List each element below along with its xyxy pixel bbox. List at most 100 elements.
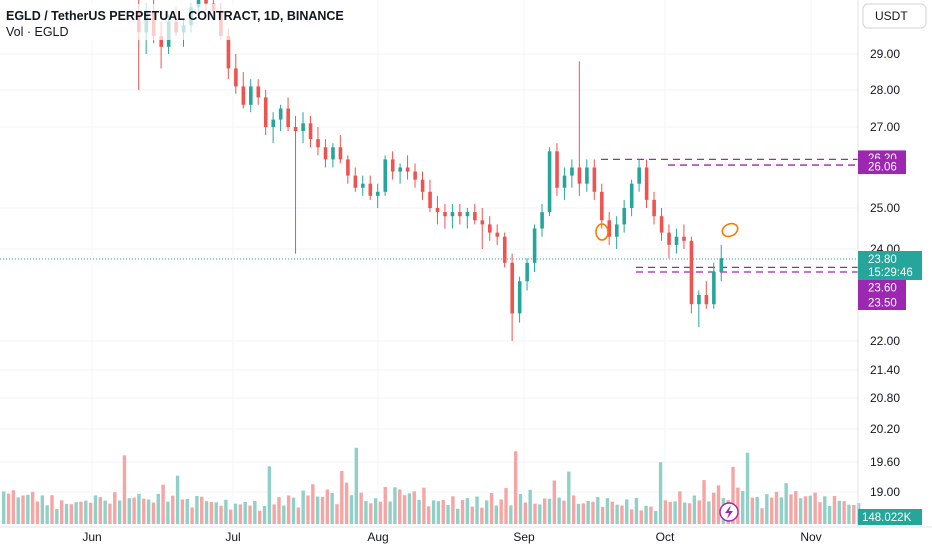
volume-bar bbox=[499, 499, 503, 524]
volume-bar bbox=[513, 451, 518, 524]
y-tick-label: 19.00 bbox=[870, 485, 900, 499]
volume-bar bbox=[533, 503, 537, 524]
volume-bar bbox=[668, 501, 672, 524]
volume-bar bbox=[697, 500, 701, 524]
candle-body bbox=[316, 139, 320, 148]
volume-bar bbox=[113, 492, 117, 524]
candle-body bbox=[674, 236, 679, 245]
candle-body bbox=[204, 0, 208, 4]
price-axis[interactable]: 29.0028.0027.0025.0024.0022.0021.4020.80… bbox=[870, 47, 900, 499]
chart-title[interactable]: EGLD / TetherUS PERPETUAL CONTRACT, 1D, … bbox=[6, 9, 344, 23]
volume-bar bbox=[813, 492, 817, 524]
volume-bar bbox=[716, 485, 721, 524]
volume-bar bbox=[398, 489, 402, 524]
y-tick-label: 27.00 bbox=[870, 120, 900, 134]
volume-bar bbox=[79, 501, 83, 524]
volume-bar bbox=[277, 497, 281, 524]
candle-body bbox=[450, 212, 455, 217]
volume-bar bbox=[243, 501, 247, 524]
volume-bar bbox=[407, 493, 412, 524]
volume-bar bbox=[175, 475, 180, 524]
candle-body bbox=[562, 175, 567, 188]
candle-body bbox=[667, 232, 671, 245]
candle-body bbox=[159, 36, 164, 47]
volume-bar bbox=[475, 496, 479, 524]
volume-bar bbox=[736, 487, 740, 524]
volume-bar bbox=[16, 497, 20, 524]
volume-bar bbox=[84, 500, 88, 524]
candle-body bbox=[271, 119, 276, 127]
volume-bar bbox=[74, 502, 78, 524]
volume-bar bbox=[712, 492, 716, 524]
volume-legend[interactable]: Vol · EGLD bbox=[6, 25, 69, 39]
volume-bar bbox=[576, 503, 581, 524]
drawings[interactable] bbox=[601, 158, 858, 273]
volume-bar bbox=[127, 498, 131, 524]
volume-bar bbox=[755, 497, 759, 524]
volume-bar bbox=[620, 505, 624, 524]
volume-bar bbox=[808, 495, 813, 524]
volume-bar bbox=[446, 504, 450, 524]
volume-bar bbox=[35, 501, 40, 524]
volume-bar bbox=[422, 487, 426, 524]
volume-bar bbox=[658, 462, 663, 524]
volume-bar bbox=[204, 501, 209, 524]
currency-label: USDT bbox=[875, 9, 908, 23]
volume-bar bbox=[557, 497, 561, 524]
x-tick-label: Nov bbox=[800, 530, 821, 544]
candle-body bbox=[375, 191, 380, 196]
volume-bar bbox=[253, 500, 257, 524]
volume-bar bbox=[373, 498, 378, 524]
volume-bar bbox=[610, 501, 614, 524]
volume-bar bbox=[224, 499, 228, 524]
volume-bar bbox=[489, 492, 494, 524]
volume-bar bbox=[132, 497, 136, 524]
volume-bar bbox=[625, 499, 629, 524]
volume-bar bbox=[364, 501, 368, 524]
volume-bar bbox=[837, 500, 841, 524]
candle-body bbox=[682, 236, 686, 241]
y-tick-label: 22.00 bbox=[870, 334, 900, 348]
lightning-glyph bbox=[725, 505, 733, 519]
candle-body bbox=[346, 159, 350, 176]
currency-button[interactable] bbox=[862, 3, 927, 29]
volume-bar bbox=[823, 496, 827, 524]
volume-bar bbox=[11, 490, 16, 524]
candle-body bbox=[331, 147, 335, 160]
volume-bar bbox=[586, 500, 590, 524]
volume-value-text: 148.022K bbox=[862, 512, 912, 524]
volume-bar bbox=[663, 500, 668, 524]
header-background bbox=[0, 4, 358, 40]
y-tick-label: 20.80 bbox=[870, 391, 900, 405]
volume-bar bbox=[378, 501, 383, 524]
volume-bar bbox=[673, 501, 677, 524]
volume-bar bbox=[470, 506, 474, 524]
volume-bar bbox=[769, 497, 774, 524]
candle-body bbox=[308, 123, 313, 140]
volume-bar bbox=[267, 466, 272, 524]
volume-bar bbox=[774, 491, 779, 524]
candle-body bbox=[413, 171, 417, 180]
candle-body bbox=[405, 167, 410, 172]
candle-body bbox=[510, 262, 515, 314]
y-tick-label: 21.40 bbox=[870, 363, 900, 377]
volume-bar bbox=[794, 491, 798, 524]
candle-body bbox=[420, 179, 425, 192]
volume-bar bbox=[166, 501, 170, 524]
time-axis[interactable]: Jun Jul Aug Sep Oct Nov bbox=[82, 530, 821, 544]
volume-bar bbox=[509, 505, 513, 524]
annotations bbox=[595, 222, 739, 241]
volume-bar bbox=[330, 492, 334, 524]
candle-body bbox=[585, 167, 589, 184]
y-tick-label: 19.60 bbox=[870, 455, 900, 469]
candle-body bbox=[480, 220, 485, 225]
volume-bar bbox=[69, 504, 74, 524]
volume-bar bbox=[340, 471, 344, 524]
volume-bar bbox=[296, 507, 301, 524]
candle-body bbox=[532, 228, 537, 263]
volume-bar bbox=[412, 491, 416, 524]
